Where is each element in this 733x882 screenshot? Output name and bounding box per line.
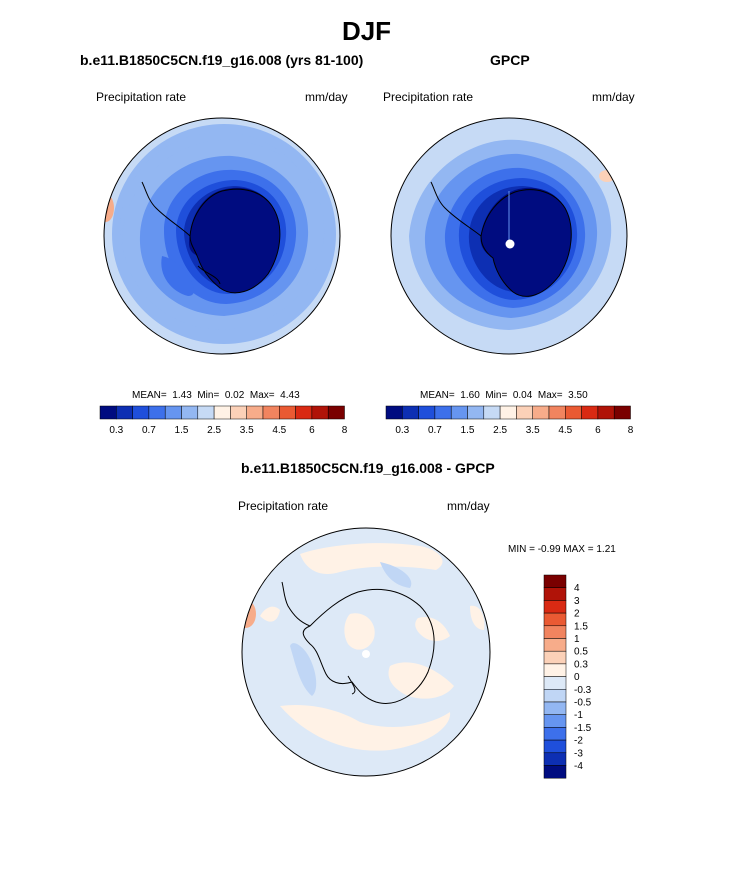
- model-colorbar-tick-label: 0.3: [109, 425, 123, 436]
- diff-colorbar-box: [543, 739, 567, 754]
- diff-colorbar-box: [543, 714, 567, 728]
- obs-colorbar-box: [516, 405, 533, 420]
- obs-colorbar-box: [402, 405, 419, 420]
- diff-colorbar-tick-label: 0.3: [574, 659, 588, 670]
- obs-colorbar-box: [613, 405, 631, 420]
- diff-colorbar-tick-label: 4: [574, 583, 580, 594]
- model-colorbar-box: [164, 405, 182, 420]
- obs-variable-label: Precipitation rate: [383, 90, 474, 104]
- diff-colorbar-tick-label: 0.5: [574, 647, 588, 658]
- diff-colorbar-box: [543, 701, 567, 715]
- obs-colorbar-tick-label: 0.7: [428, 425, 442, 436]
- model-polar-map: [103, 117, 341, 355]
- model-colorbar-box: [230, 405, 247, 420]
- obs-colorbar-box: [434, 405, 452, 420]
- obs-colorbar: 0.3 0.7 1.5 2.5 3.5 4.5 6 8: [385, 405, 634, 436]
- obs-colorbar-box: [385, 405, 403, 420]
- diff-colorbar-box: [543, 625, 567, 639]
- model-units-label: mm/day: [305, 90, 348, 104]
- diff-colorbar-tick-label: -0.3: [574, 685, 592, 696]
- obs-panel-title: GPCP: [490, 52, 530, 68]
- model-colorbar-tick-label: 3.5: [240, 425, 254, 436]
- obs-colorbar-box: [532, 405, 550, 420]
- model-colorbar-box: [327, 405, 345, 420]
- obs-colorbar-box: [548, 405, 566, 420]
- model-variable-label: Precipitation rate: [96, 90, 187, 104]
- diff-colorbar-tick-label: 1.5: [574, 621, 588, 632]
- diff-panel-title: b.e11.B1850C5CN.f19_g16.008 - GPCP: [241, 460, 495, 476]
- model-colorbar-box: [279, 405, 296, 420]
- diff-colorbar-box: [543, 689, 567, 703]
- diff-colorbar-tick-label: -3: [574, 748, 583, 759]
- model-colorbar-box: [295, 405, 313, 420]
- model-colorbar-box: [213, 405, 231, 420]
- diff-colorbar-box: [543, 587, 567, 601]
- diff-colorbar-box: [543, 765, 567, 779]
- diff-units-label: mm/day: [447, 499, 490, 513]
- model-colorbar-box: [99, 405, 117, 420]
- model-colorbar-box: [148, 405, 166, 420]
- diff-colorbar-box: [543, 638, 567, 652]
- diff-colorbar: 4 3 21.5 1 0.50.3 0 -0.3 -0.5-1 -1.5 -2-3 -4: [543, 574, 592, 779]
- obs-colorbar-box: [581, 405, 599, 420]
- diff-colorbar-box: [543, 650, 567, 665]
- diff-minmax: MIN = -0.99 MAX = 1.21: [508, 544, 616, 555]
- obs-colorbar-tick-label: 8: [628, 425, 634, 436]
- model-colorbar-tick-label: 2.5: [207, 425, 221, 436]
- diff-colorbar-tick-label: -2: [574, 736, 583, 747]
- diff-colorbar-box: [543, 600, 567, 614]
- obs-colorbar-box: [597, 405, 615, 420]
- model-colorbar: 0.3 0.7 1.5 2.5 3.5 4.5 6 8: [99, 405, 348, 436]
- obs-colorbar-tick-label: 0.3: [395, 425, 409, 436]
- obs-colorbar-box: [418, 405, 436, 420]
- diff-colorbar-box: [543, 727, 567, 741]
- diff-colorbar-tick-label: -0.5: [574, 698, 592, 709]
- page-title: DJF: [341, 16, 392, 46]
- model-colorbar-tick-label: 8: [342, 425, 348, 436]
- obs-colorbar-box: [499, 405, 517, 420]
- diff-colorbar-tick-label: -4: [574, 761, 583, 772]
- model-colorbar-box: [197, 405, 215, 420]
- diff-colorbar-box: [543, 612, 567, 627]
- diff-polar-map: [241, 527, 491, 777]
- obs-colorbar-box: [450, 405, 468, 420]
- obs-colorbar-tick-label: 4.5: [558, 425, 572, 436]
- obs-colorbar-tick-label: 1.5: [461, 425, 475, 436]
- model-colorbar-tick-label: 1.5: [175, 425, 189, 436]
- model-panel-title: b.e11.B1850C5CN.f19_g16.008 (yrs 81-100): [80, 52, 364, 68]
- diff-colorbar-box: [543, 676, 567, 690]
- diff-colorbar-tick-label: 1: [574, 634, 580, 645]
- diff-colorbar-box: [543, 752, 567, 766]
- model-colorbar-tick-label: 4.5: [272, 425, 286, 436]
- diff-colorbar-tick-label: -1.5: [574, 723, 592, 734]
- model-colorbar-box: [311, 405, 329, 420]
- diff-variable-label: Precipitation rate: [238, 499, 329, 513]
- model-colorbar-box: [181, 405, 199, 420]
- obs-colorbar-box: [565, 405, 582, 420]
- diff-colorbar-tick-label: -1: [574, 710, 583, 721]
- model-colorbar-box: [262, 405, 280, 420]
- diff-colorbar-tick-label: 3: [574, 596, 580, 607]
- obs-colorbar-tick-label: 2.5: [493, 425, 507, 436]
- model-colorbar-tick-label: 6: [309, 425, 315, 436]
- model-colorbar-box: [246, 405, 264, 420]
- obs-polar-map: [390, 117, 628, 355]
- diff-colorbar-tick-label: 0: [574, 672, 580, 683]
- diff-colorbar-box: [543, 663, 567, 677]
- obs-colorbar-box: [483, 405, 501, 420]
- model-colorbar-tick-label: 0.7: [142, 425, 156, 436]
- diff-colorbar-tick-label: 2: [574, 609, 580, 620]
- diff-colorbar-box: [543, 574, 567, 588]
- model-stats: MEAN= 1.43 Min= 0.02 Max= 4.43: [132, 390, 300, 401]
- obs-stats: MEAN= 1.60 Min= 0.04 Max= 3.50: [420, 390, 588, 401]
- obs-colorbar-tick-label: 6: [595, 425, 601, 436]
- obs-colorbar-tick-label: 3.5: [526, 425, 540, 436]
- model-colorbar-box: [132, 405, 150, 420]
- obs-colorbar-box: [467, 405, 485, 420]
- model-colorbar-box: [116, 405, 133, 420]
- obs-units-label: mm/day: [592, 90, 635, 104]
